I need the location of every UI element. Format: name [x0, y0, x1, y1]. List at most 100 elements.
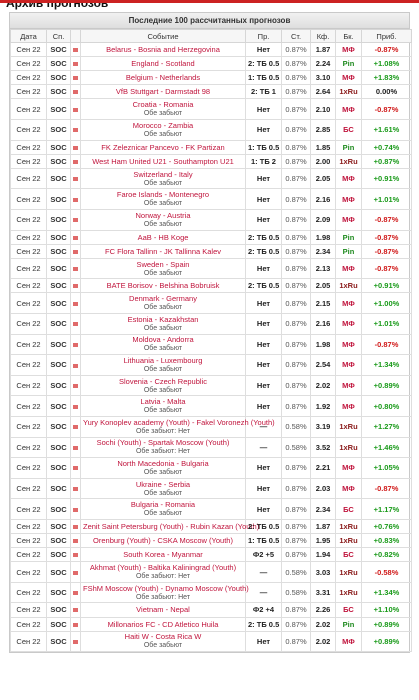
cell-bookmaker[interactable]: МФ — [335, 188, 362, 210]
col-header-date[interactable]: Дата — [10, 29, 47, 43]
event-link[interactable]: Millonarios FC - CD Atletico Huila — [107, 619, 219, 629]
cell-event: Haiti W - Costa Rica W Обе забьют — [80, 630, 246, 653]
event-link[interactable]: AaB - HB Koge — [137, 232, 189, 242]
col-header-sport[interactable]: Сп. — [46, 29, 71, 43]
event-link[interactable]: Denmark - Germany — [129, 294, 197, 304]
event-link[interactable]: BATE Borisov - Belshina Bobruisk — [106, 281, 220, 291]
cell-bookmaker[interactable]: МФ — [335, 292, 362, 314]
cell-prediction: Ф2 +4 — [245, 602, 282, 618]
cell-bookmaker[interactable]: МФ — [335, 41, 362, 58]
event-link[interactable]: Morocco - Zambia — [132, 120, 194, 130]
cell-flag — [70, 374, 81, 397]
cell-bookmaker[interactable]: 1xRu — [335, 436, 362, 459]
event-link[interactable]: Belarus - Bosnia and Herzegovina — [106, 45, 220, 55]
cell-bookmaker[interactable]: МФ — [335, 354, 362, 376]
cell-bookmaker[interactable]: МФ — [335, 313, 362, 335]
cell-bookmaker[interactable]: БС — [335, 498, 362, 520]
event-link[interactable]: Zenit Saint Petersburg (Youth) - Rubin K… — [83, 521, 260, 531]
cell-flag — [70, 41, 81, 58]
table-row: Сен 22 SOC FC Flora Tallinn - JK Tallinna … — [10, 243, 412, 259]
cell-bookmaker[interactable]: МФ — [335, 457, 362, 479]
cell-stake: 0.87% — [281, 70, 311, 86]
event-link[interactable]: Orenburg (Youth) - CSKA Moscow (Youth) — [93, 536, 233, 546]
cell-bookmaker[interactable]: Pin — [335, 139, 362, 155]
cell-bookmaker[interactable]: 1xRu — [335, 561, 362, 583]
event-link[interactable]: North Macedonia - Bulgaria — [117, 458, 209, 468]
cell-bookmaker[interactable]: Pin — [335, 229, 362, 245]
cell-date: Сен 22 — [10, 118, 47, 141]
cell-flag — [70, 167, 81, 190]
cell-bookmaker[interactable]: МФ — [335, 167, 362, 190]
cell-bookmaker[interactable]: Pin — [335, 56, 362, 72]
cell-bookmaker[interactable]: МФ — [335, 477, 362, 500]
cell-odds: 1.92 — [310, 395, 336, 417]
cell-odds: 2.34 — [310, 243, 336, 259]
event-link[interactable]: Faroe Islands - Montenegro — [116, 190, 210, 200]
cell-event: Yury Konoplev academy (Youth) - Fakel Vo… — [80, 415, 275, 438]
cell-event: Sweden - Spain Обе забьют — [80, 257, 246, 280]
event-link[interactable]: Yury Konoplev academy (Youth) - Fakel Vo… — [83, 417, 275, 427]
cell-event: Zenit Saint Petersburg (Youth) - Rubin K… — [80, 518, 259, 535]
event-link[interactable]: Latvia - Malta — [140, 397, 186, 407]
cell-flag — [70, 56, 81, 72]
cell-bookmaker[interactable]: 1xRu — [335, 278, 362, 294]
cell-odds: 1.85 — [310, 139, 336, 155]
event-link[interactable]: Lithuania - Luxembourg — [123, 355, 203, 365]
table-row: Сен 22 SOC FK Zeleznicar Pancevo - FK Part… — [10, 139, 412, 155]
cell-bookmaker[interactable]: МФ — [335, 630, 362, 653]
event-link[interactable]: Slovenia - Czech Republic — [119, 376, 207, 386]
flag-icon — [73, 553, 78, 558]
flag-icon — [73, 249, 78, 254]
col-header-prediction[interactable]: Пр. — [245, 29, 282, 43]
event-link[interactable]: Belgium - Netherlands — [125, 73, 201, 83]
cell-bookmaker[interactable]: БС — [335, 547, 362, 563]
table-row: Сен 22 SOC VfB Stuttgart - Darmstadt 98 2: … — [10, 84, 412, 100]
event-link[interactable]: Sweden - Spain — [136, 259, 190, 269]
event-link[interactable]: Croatia - Romania — [132, 100, 194, 110]
col-header-odds[interactable]: Кф. — [310, 29, 336, 43]
event-link[interactable]: Vietnam - Nepal — [136, 605, 190, 615]
event-link[interactable]: VfB Stuttgart - Darmstadt 98 — [115, 87, 211, 97]
event-link[interactable]: West Ham United U21 - Southampton U21 — [92, 156, 234, 166]
cell-bookmaker[interactable]: МФ — [335, 395, 362, 417]
cell-bookmaker[interactable]: МФ — [335, 257, 362, 280]
cell-bookmaker[interactable]: 1xRu — [335, 581, 362, 604]
cell-bookmaker[interactable]: 1xRu — [335, 533, 362, 549]
cell-bookmaker[interactable]: МФ — [335, 333, 362, 356]
cell-bookmaker[interactable]: БС — [335, 118, 362, 141]
cell-bookmaker[interactable]: Pin — [335, 616, 362, 632]
cell-bookmaker[interactable]: 1xRu — [335, 84, 362, 100]
event-link[interactable]: Switzerland - Italy — [133, 169, 193, 179]
cell-bookmaker[interactable]: БС — [335, 602, 362, 618]
event-link[interactable]: Sochi (Youth) - Spartak Moscow (Youth) — [96, 438, 230, 448]
event-link[interactable]: Estonia - Kazakhstan — [127, 314, 199, 324]
event-link[interactable]: Moldova - Andorra — [132, 335, 194, 345]
event-link[interactable]: Ukraine - Serbia — [135, 479, 191, 489]
cell-bookmaker[interactable]: МФ — [335, 70, 362, 86]
event-link[interactable]: FC Flora Tallinn - JK Tallinna Kalev — [104, 246, 222, 256]
col-header-event[interactable]: Событие — [80, 29, 246, 43]
event-link[interactable]: England - Scotland — [131, 59, 195, 69]
col-header-profit[interactable]: Приб. — [361, 29, 412, 43]
event-link[interactable]: Bulgaria - Romania — [130, 500, 196, 510]
cell-flag — [70, 561, 81, 583]
cell-event: Croatia - Romania Обе забьют — [80, 98, 246, 120]
col-header-stake[interactable]: Ст. — [281, 29, 311, 43]
cell-bookmaker[interactable]: 1xRu — [335, 415, 362, 438]
event-link[interactable]: FShM Moscow (Youth) - Dynamo Moscow (You… — [83, 583, 249, 593]
cell-bookmaker[interactable]: МФ — [335, 208, 362, 231]
cell-bookmaker[interactable]: 1xRu — [335, 153, 362, 169]
cell-bookmaker[interactable]: МФ — [335, 98, 362, 120]
event-link[interactable]: Norway - Austria — [135, 210, 191, 220]
cell-bookmaker[interactable]: Pin — [335, 243, 362, 259]
cell-odds: 2.16 — [310, 188, 336, 210]
cell-bookmaker[interactable]: 1xRu — [335, 518, 362, 535]
event-link[interactable]: FK Zeleznicar Pancevo - FK Partizan — [101, 142, 225, 152]
event-link[interactable]: South Korea - Myanmar — [123, 550, 203, 560]
cell-sport: SOC — [46, 98, 71, 120]
event-link[interactable]: Haiti W - Costa Rica W — [124, 632, 202, 642]
event-link[interactable]: Akhmat (Youth) - Baltika Kaliningrad (Yo… — [89, 563, 237, 573]
event-market: Обе забьют — [143, 510, 183, 518]
cell-bookmaker[interactable]: МФ — [335, 374, 362, 397]
col-header-bookmaker[interactable]: Бк. — [335, 29, 362, 43]
